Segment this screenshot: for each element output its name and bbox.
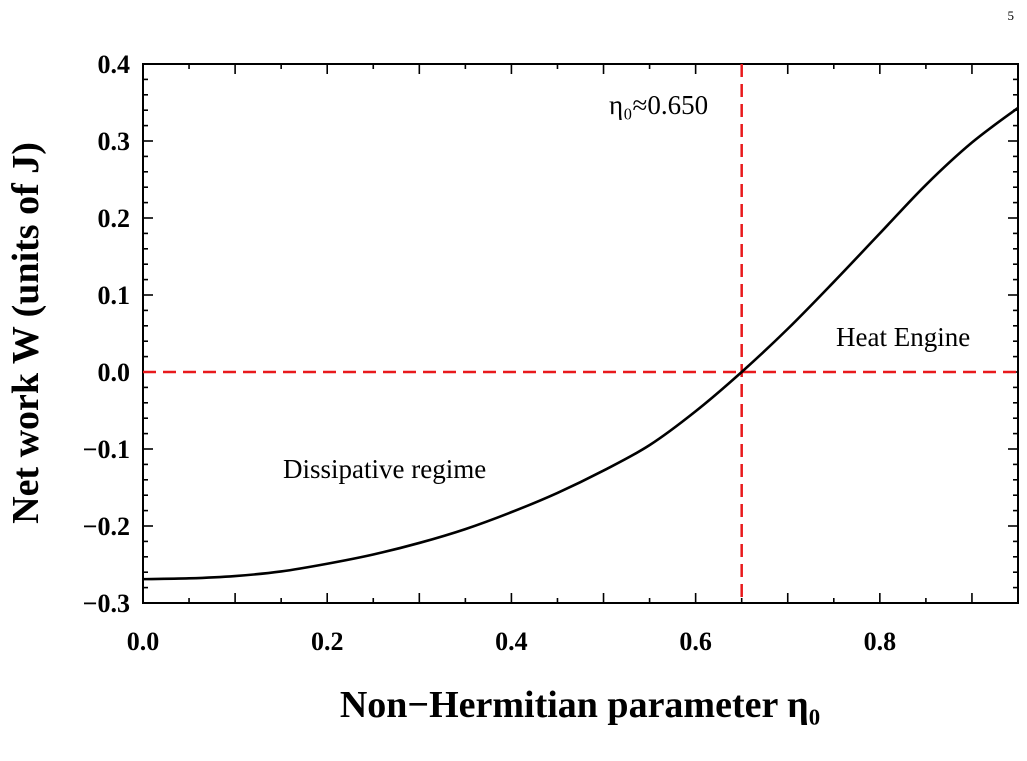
y-axis-title: Net work W (units of J) [5, 142, 47, 524]
y-tick-labels: −0.3 −0.2 −0.1 0.0 0.1 0.2 0.3 0.4 [83, 50, 130, 618]
x-tick-label: 0.2 [311, 627, 344, 656]
y-tick-label: 0.4 [98, 50, 131, 79]
series-line [142, 106, 1019, 581]
x-axis-title: Non−Hermitian parameter η₀ [340, 684, 820, 726]
y-tick-label: 0.3 [98, 127, 131, 156]
y-tick-label: −0.2 [83, 512, 130, 541]
y-tick-label: 0.2 [98, 204, 131, 233]
x-tick-label: 0.8 [864, 627, 897, 656]
heat-engine-label: Heat Engine [836, 322, 970, 352]
x-tick-labels: 0.0 0.2 0.4 0.6 0.8 [127, 627, 896, 656]
y-tick-label: 0.0 [98, 358, 131, 387]
y-tick-label: −0.1 [83, 435, 130, 464]
dissipative-regime-label: Dissipative regime [283, 454, 486, 484]
page-number: 5 [1008, 8, 1015, 23]
y-tick-label: −0.3 [83, 589, 130, 618]
plot-frame [142, 63, 1019, 604]
x-tick-label: 0.4 [495, 627, 528, 656]
x-tick-label: 0.6 [679, 627, 712, 656]
axis-ticks [142, 63, 1019, 604]
y-tick-label: 0.1 [98, 281, 131, 310]
x-tick-label: 0.0 [127, 627, 160, 656]
eta-threshold-label: η₀≈0.650 [609, 90, 708, 120]
